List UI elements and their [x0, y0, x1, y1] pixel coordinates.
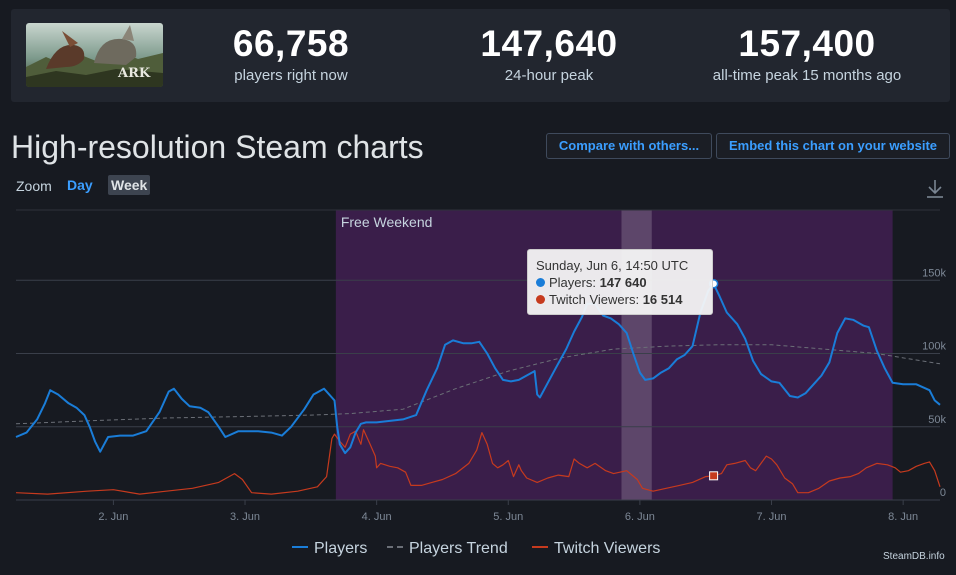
- stat-current-value: 66,758: [232, 23, 350, 64]
- players-line: [15, 282, 941, 455]
- tooltip-twitch-row: Twitch Viewers: 16 514: [536, 291, 704, 308]
- x-tick-label: 5. Jun: [493, 511, 523, 523]
- chart-legend: Players Players Trend Twitch Viewers: [0, 540, 956, 564]
- y-tick-label: 100k: [922, 341, 946, 353]
- legend-twitch-swatch: [532, 546, 548, 548]
- page-title: High-resolution Steam charts: [11, 129, 424, 165]
- stat-current-players: 66,758 players right now: [171, 23, 411, 87]
- y-tick-label: 150k: [922, 267, 946, 279]
- x-tick-label: 3. Jun: [230, 511, 260, 523]
- stat-alltime-value: 157,400: [738, 23, 876, 64]
- x-tick-label: 8. Jun: [888, 511, 918, 523]
- tooltip-twitch-label: Twitch Viewers:: [549, 292, 643, 307]
- game-logo-text: ARK: [117, 66, 151, 81]
- zoom-label: Zoom: [16, 178, 52, 194]
- x-tick-label: 7. Jun: [757, 511, 787, 523]
- stat-current-label: players right now: [234, 67, 348, 84]
- twitch-dot-icon: [536, 295, 545, 304]
- free-weekend-label: Free Weekend: [341, 214, 433, 230]
- x-tick-label: 6. Jun: [625, 511, 655, 523]
- tooltip-players-value: 147 640: [599, 275, 647, 290]
- x-tick-label: 4. Jun: [362, 511, 392, 523]
- y-tick-label: 0: [940, 487, 946, 499]
- legend-players-swatch: [292, 546, 308, 548]
- stats-bar: ARK 66,758 players right now 147,640 24-…: [11, 9, 950, 102]
- stat-alltime-label: all-time peak 15 months ago: [712, 67, 902, 84]
- twitch-viewers-line: [15, 429, 941, 495]
- stat-24h-label: 24-hour peak: [504, 67, 594, 84]
- tooltip-time: Sunday, Jun 6, 14:50 UTC: [536, 258, 689, 273]
- stat-24h-peak: 147,640 24-hour peak: [429, 23, 669, 87]
- legend-item-players[interactable]: Players: [292, 540, 367, 558]
- zoom-week-button[interactable]: Week: [108, 175, 151, 195]
- zoom-day-button[interactable]: Day: [67, 177, 93, 193]
- embed-chart-button[interactable]: Embed this chart on your website: [716, 133, 950, 159]
- legend-item-trend[interactable]: Players Trend: [387, 540, 508, 558]
- twitch-hover-marker: [709, 471, 719, 481]
- stat-alltime-peak: 157,400 all-time peak 15 months ago: [687, 23, 927, 87]
- stat-24h-value: 147,640: [480, 23, 618, 64]
- legend-trend-swatch: [387, 546, 403, 548]
- game-thumbnail[interactable]: ARK: [26, 23, 163, 87]
- steamdb-credit[interactable]: SteamDB.info: [883, 551, 945, 562]
- compare-button[interactable]: Compare with others...: [546, 133, 712, 159]
- legend-twitch-label: Twitch Viewers: [554, 540, 661, 557]
- game-thumbnail-art: ARK: [26, 23, 163, 87]
- legend-trend-label: Players Trend: [409, 540, 508, 557]
- tooltip-players-row: Players: 147 640: [536, 274, 704, 291]
- legend-players-label: Players: [314, 540, 368, 557]
- y-tick-label: 50k: [928, 414, 946, 426]
- x-tick-label: 2. Jun: [98, 511, 128, 523]
- download-icon[interactable]: [925, 178, 945, 200]
- tooltip-players-label: Players:: [549, 275, 600, 290]
- legend-item-twitch[interactable]: Twitch Viewers: [532, 540, 660, 558]
- tooltip-twitch-value: 16 514: [642, 292, 683, 307]
- players-chart: Free Weekend 0 50k 100k 150k 2. Jun 3. Jun 4. …: [15, 209, 946, 523]
- chart-tooltip: Sunday, Jun 6, 14:50 UTC Players: 147 64…: [527, 249, 713, 315]
- players-dot-icon: [536, 278, 545, 287]
